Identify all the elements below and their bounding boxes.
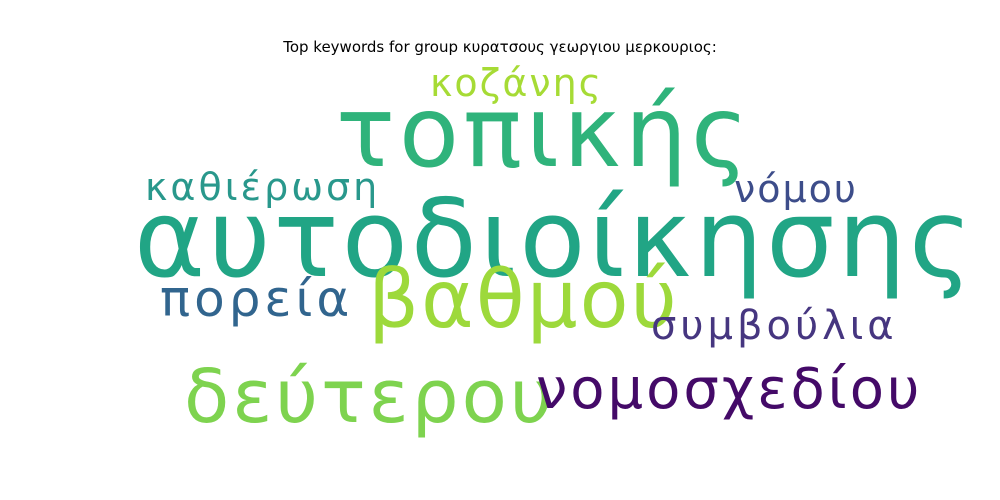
chart-title: Top keywords for group κυρατσους γεωργιο… <box>283 38 717 56</box>
word-poreia: πορεία <box>160 270 354 328</box>
word-kathierosi: καθιέρωση <box>145 165 381 209</box>
word-nomou: νόμου <box>734 167 858 211</box>
word-avtodioikisis: αυτοδιοίκησης <box>134 177 976 302</box>
word-kozanis: κοζάνης <box>430 61 603 105</box>
word-defterou: δεύτερου <box>184 354 556 440</box>
word-symvoulia: συμβούλια <box>651 303 898 349</box>
word-vathmou: βαθμού <box>368 253 679 346</box>
word-topikis: τοπικής <box>336 76 753 190</box>
word-nomoschediou: νομοσχεδίου <box>536 357 923 422</box>
